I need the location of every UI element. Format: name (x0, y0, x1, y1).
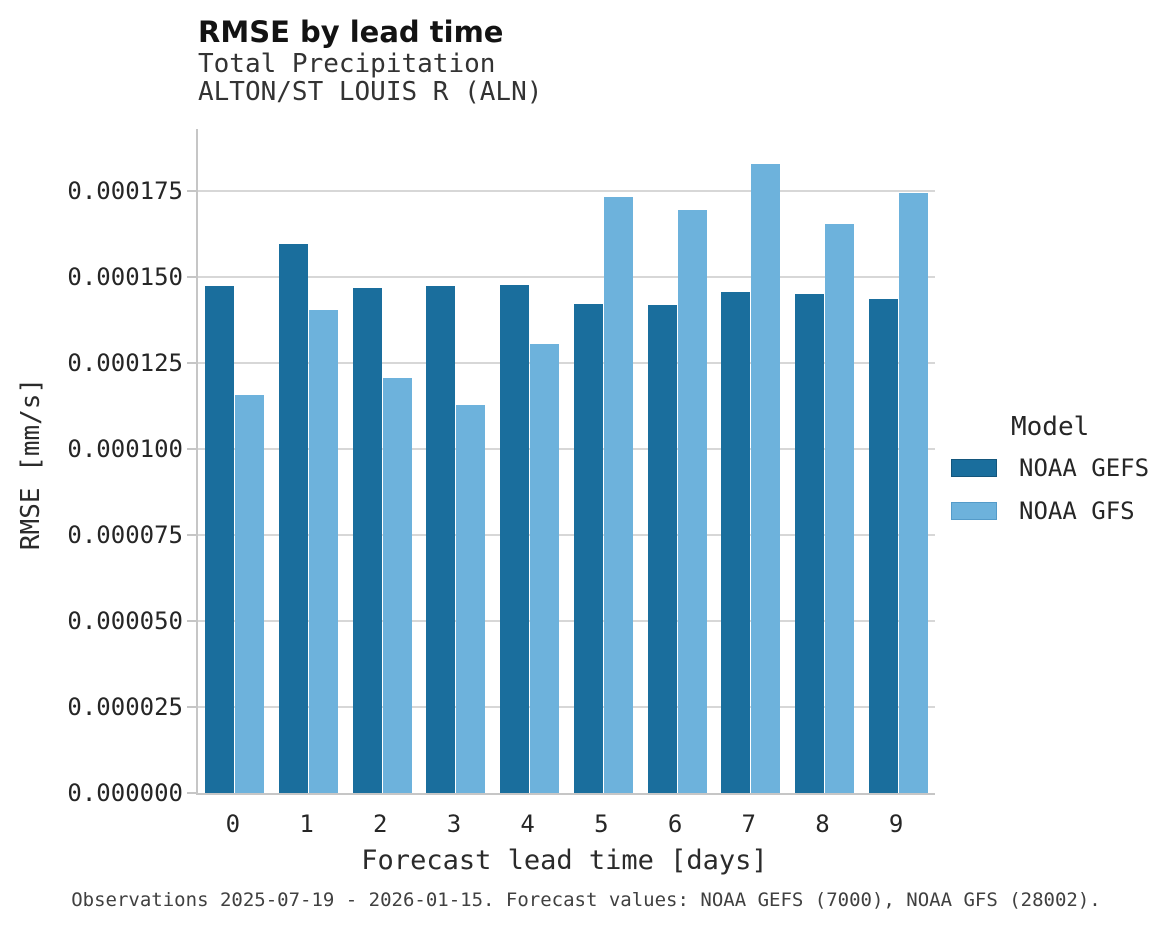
bar-noaa-gefs-lead-1 (279, 244, 309, 793)
bar-noaa-gfs-lead-4 (530, 344, 560, 793)
x-tick-label: 5 (594, 810, 609, 838)
y-tick-mark (187, 361, 196, 364)
x-tick-label: 6 (667, 810, 683, 838)
x-tick-label: 4 (520, 810, 535, 838)
bar-noaa-gfs-lead-9 (898, 192, 928, 793)
y-tick-mark (187, 619, 196, 622)
legend-swatch (951, 502, 997, 520)
legend-title: Model (1011, 412, 1090, 442)
y-tick-label: 0.000025 (67, 692, 183, 721)
bar-group-lead-4 (493, 129, 567, 793)
y-tick-mark (187, 447, 196, 450)
bar-group-lead-2 (345, 129, 419, 793)
gridline (198, 189, 935, 192)
gridline (198, 361, 935, 364)
x-tick-label: 0 (225, 810, 241, 838)
bar-noaa-gefs-lead-6 (647, 305, 677, 793)
bar-noaa-gfs-lead-2 (382, 377, 412, 793)
y-tick-label: 0.000100 (67, 434, 183, 463)
chart-subtitle-variable: Total Precipitation (198, 49, 496, 79)
bar-noaa-gfs-lead-1 (309, 309, 339, 793)
gridline (198, 706, 935, 708)
bar-noaa-gefs-lead-5 (573, 303, 603, 793)
bar-noaa-gfs-lead-3 (456, 404, 486, 793)
y-tick-label: 0.000075 (67, 520, 183, 549)
bar-noaa-gefs-lead-8 (794, 294, 824, 793)
legend-swatch (951, 459, 997, 477)
bar-group-lead-3 (419, 129, 493, 793)
y-tick-mark (187, 275, 196, 278)
bar-group-lead-5 (567, 129, 641, 793)
y-tick-label: 0.000125 (67, 348, 183, 377)
bar-group-lead-7 (714, 129, 788, 793)
bar-group-lead-1 (272, 129, 346, 793)
bar-noaa-gfs-lead-6 (677, 210, 707, 793)
chart-subtitle-station: ALTON/ST LOUIS R (ALN) (198, 77, 543, 107)
bar-noaa-gfs-lead-0 (235, 394, 265, 793)
bar-noaa-gefs-lead-3 (426, 285, 456, 793)
gridline (198, 533, 935, 536)
legend-entries: NOAA GEFS NOAA GFS (951, 454, 1149, 525)
y-tick-mark (187, 792, 196, 794)
chart-title: RMSE by lead time (198, 15, 504, 49)
gridline (198, 619, 935, 622)
bar-series-container (198, 129, 935, 793)
y-axis-label: RMSE [mm/s] (16, 377, 46, 551)
x-tick-label: 2 (373, 810, 388, 838)
bar-noaa-gfs-lead-5 (603, 196, 633, 793)
x-tick-label: 7 (741, 810, 756, 838)
y-tick-label: 0.000175 (67, 176, 183, 205)
bar-group-lead-8 (788, 129, 862, 793)
gridline (198, 447, 935, 450)
y-tick-label: 0.000000 (67, 779, 183, 807)
legend-label: NOAA GEFS (1019, 454, 1150, 482)
y-tick-mark (187, 705, 196, 708)
bar-group-lead-9 (861, 129, 935, 793)
footnote-caption: Observations 2025-07-19 - 2026-01-15. Fo… (71, 889, 1101, 911)
legend-label: NOAA GFS (1019, 497, 1135, 525)
y-tick-label: 0.000050 (67, 606, 183, 635)
legend-entry-noaa-gfs: NOAA GFS (951, 497, 1149, 525)
y-tick-mark (187, 189, 196, 192)
legend: Model NOAA GEFS NOAA GFS (951, 412, 1149, 540)
x-tick-label: 1 (299, 810, 314, 838)
x-tick-label: 8 (815, 810, 830, 838)
plot-area (196, 129, 935, 795)
gridline (198, 275, 935, 278)
bar-noaa-gefs-lead-7 (721, 291, 751, 793)
bar-noaa-gefs-lead-0 (205, 285, 235, 793)
bar-group-lead-6 (640, 129, 714, 793)
x-tick-label: 9 (888, 810, 904, 838)
bar-noaa-gefs-lead-9 (868, 299, 898, 793)
bar-noaa-gefs-lead-2 (352, 287, 382, 793)
x-axis-label: Forecast lead time [days] (361, 845, 768, 876)
legend-entry-noaa-gefs: NOAA GEFS (951, 454, 1149, 482)
y-tick-mark (187, 533, 196, 536)
y-tick-label: 0.000150 (67, 262, 183, 291)
bar-group-lead-0 (198, 129, 272, 793)
bar-noaa-gefs-lead-4 (500, 285, 530, 793)
bar-noaa-gfs-lead-7 (751, 163, 781, 793)
x-tick-label: 3 (446, 810, 462, 838)
bar-noaa-gfs-lead-8 (824, 223, 854, 793)
